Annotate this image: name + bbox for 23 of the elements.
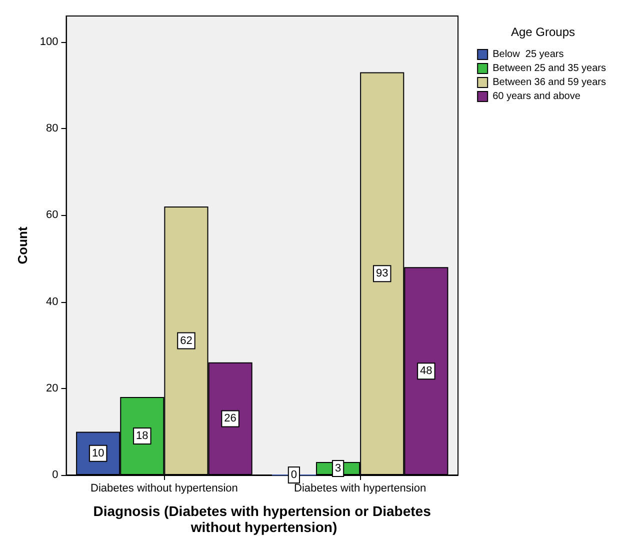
- legend-label: Below 25 years: [492, 49, 564, 60]
- y-tick-label: 80: [46, 122, 58, 135]
- y-tick-label: 60: [46, 209, 58, 222]
- data-label: 18: [136, 430, 148, 442]
- legend-label: Between 25 and 35 years: [492, 63, 606, 74]
- data-label: 48: [420, 365, 432, 378]
- data-label: 10: [92, 447, 104, 460]
- y-tick-label: 100: [40, 36, 58, 48]
- y-tick-label: 20: [46, 382, 58, 394]
- data-label: 3: [334, 462, 342, 475]
- legend-title: Age Groups: [510, 25, 576, 39]
- y-axis-title: Count: [15, 226, 30, 264]
- legend-label: 60 years and above: [492, 91, 581, 102]
- data-label: 26: [224, 412, 236, 425]
- x-tick-label: Diabetes with hypertension: [294, 482, 426, 494]
- y-tick-label: 40: [46, 296, 58, 308]
- x-tick-label: Diabetes without hypertension: [90, 482, 238, 494]
- y-tick-label: 0: [52, 469, 58, 481]
- x-axis-title: Diagnosis (Diabetes with hypertension or Diabetes without hypertension): [93, 503, 435, 535]
- data-label: 0: [290, 469, 298, 481]
- legend-label: Between 36 and 59 years: [492, 77, 606, 88]
- data-label: 93: [376, 268, 388, 280]
- data-label: 62: [180, 334, 192, 347]
